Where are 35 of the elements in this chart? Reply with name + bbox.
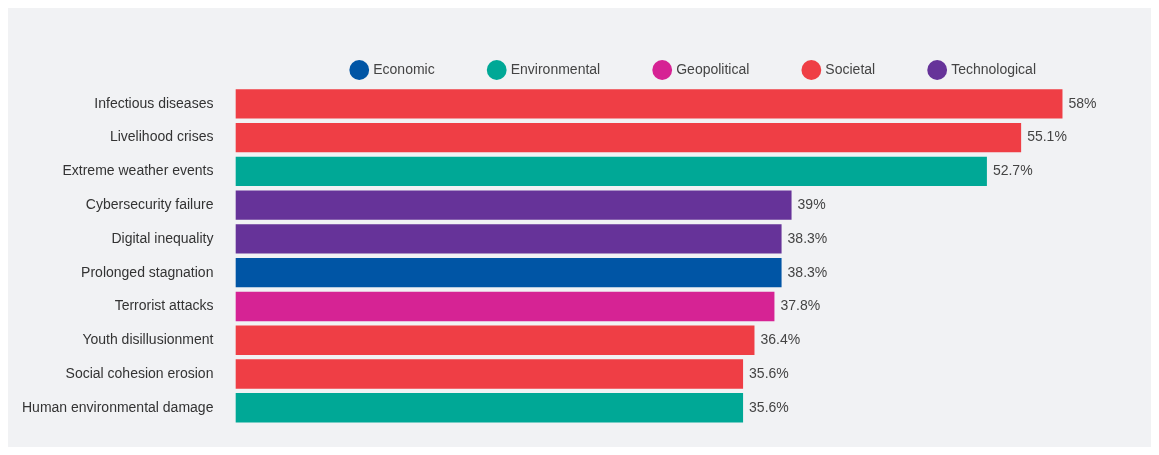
y-tick-label: Livelihood crises — [109, 128, 214, 145]
legend-label: Geopolitical — [676, 60, 750, 77]
bar — [235, 325, 755, 355]
bar — [235, 190, 792, 220]
bar — [235, 224, 782, 254]
legend-label: Technological — [951, 60, 1037, 77]
y-tick-label: Extreme weather events — [62, 162, 214, 179]
y-tick-label: Human environmental damage — [21, 398, 214, 415]
data-label: 55.1% — [1027, 128, 1067, 145]
legend-label: Economic — [373, 60, 435, 77]
bar — [235, 291, 775, 322]
bar — [235, 156, 987, 187]
y-tick-label: Terrorist attacks — [114, 297, 214, 314]
y-tick-label: Prolonged stagnation — [81, 263, 214, 280]
data-label: 38.3% — [787, 229, 828, 246]
y-tick-label: Social cohesion erosion — [65, 364, 214, 381]
legend-label: Environmental — [510, 60, 601, 77]
data-label: 39% — [797, 196, 826, 213]
bar — [235, 359, 744, 389]
bar — [235, 393, 744, 423]
data-label: 37.8% — [780, 297, 821, 314]
bar — [235, 122, 1022, 153]
data-label: 58% — [1068, 94, 1097, 111]
bar — [235, 257, 782, 288]
data-label: 38.3% — [787, 263, 828, 280]
data-label: 35.6% — [749, 364, 789, 381]
y-tick-label: Digital inequality — [111, 229, 214, 246]
y-tick-label: Cybersecurity failure — [85, 196, 214, 213]
data-label: 52.7% — [992, 162, 1033, 179]
y-tick-label: Youth disillusionment — [82, 331, 214, 348]
y-tick-label: Infectious diseases — [94, 94, 214, 111]
data-label: 35.6% — [749, 398, 789, 415]
data-label: 36.4% — [760, 331, 801, 348]
legend-label: Societal — [825, 60, 876, 77]
bar — [235, 89, 1063, 119]
